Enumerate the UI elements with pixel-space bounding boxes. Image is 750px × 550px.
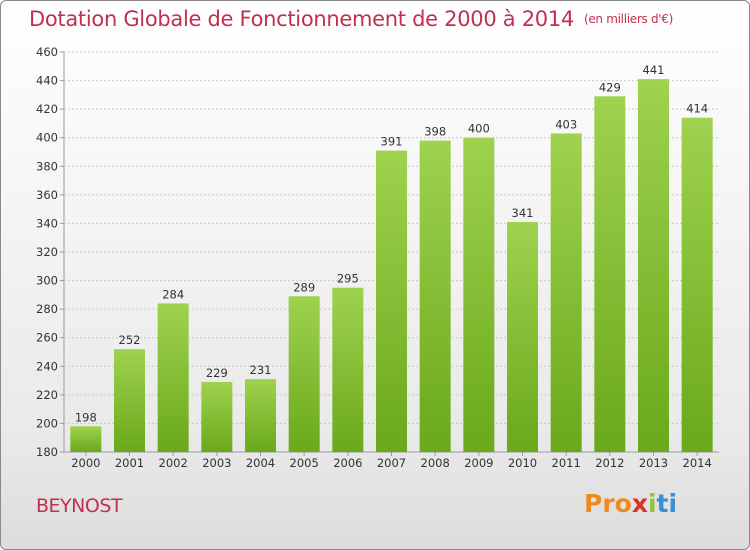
bar-value-label: 441 — [643, 63, 665, 77]
chart-title: Dotation Globale de Fonctionnement de 20… — [29, 7, 673, 31]
bar-value-label: 284 — [162, 287, 184, 301]
x-tick-label: 2012 — [595, 456, 624, 470]
bar[interactable] — [507, 222, 538, 452]
x-tick-label: 2013 — [639, 456, 668, 470]
y-tick-label: 440 — [36, 74, 58, 88]
y-tick-label: 360 — [36, 188, 58, 202]
y-tick-label: 200 — [36, 416, 58, 430]
x-tick-label: 2004 — [246, 456, 275, 470]
bar[interactable] — [419, 140, 451, 453]
bar-value-label: 391 — [381, 135, 403, 149]
bar-value-label: 229 — [206, 366, 228, 380]
y-tick-label: 460 — [36, 45, 58, 59]
y-tick-label: 180 — [36, 445, 58, 459]
bar[interactable] — [463, 137, 495, 452]
y-tick-label: 260 — [36, 331, 58, 345]
x-tick-label: 2011 — [552, 456, 581, 470]
bar[interactable] — [157, 303, 189, 452]
x-tick-label: 2003 — [202, 456, 231, 470]
bar-value-label: 400 — [468, 122, 490, 136]
x-tick-label: 2002 — [159, 456, 188, 470]
x-tick-label: 2005 — [290, 456, 319, 470]
x-tick-label: 2010 — [508, 456, 537, 470]
bar[interactable] — [70, 426, 102, 452]
x-tick-label: 2007 — [377, 456, 406, 470]
bar-value-label: 429 — [599, 80, 621, 94]
chart-title-text: Dotation Globale de Fonctionnement de 20… — [29, 7, 574, 31]
bar-value-label: 295 — [337, 272, 359, 286]
logo-part-2: x — [631, 489, 648, 518]
logo-part-4: ti — [656, 489, 678, 518]
bar-value-label: 341 — [512, 206, 534, 220]
x-tick-label: 2000 — [71, 456, 100, 470]
bar[interactable] — [376, 150, 407, 453]
bar[interactable] — [594, 96, 626, 453]
bar-value-label: 398 — [424, 125, 446, 139]
x-tick-label: 2008 — [421, 456, 450, 470]
y-tick-label: 280 — [36, 302, 58, 316]
bar[interactable] — [288, 296, 320, 452]
logo-part-1: Pro — [584, 489, 632, 518]
bar-value-label: 414 — [686, 102, 708, 116]
y-tick-label: 380 — [36, 159, 58, 173]
y-tick-label: 340 — [36, 216, 58, 230]
proxiti-logo[interactable]: Proxiti — [584, 489, 677, 518]
x-tick-label: 2009 — [464, 456, 493, 470]
bar[interactable] — [681, 117, 713, 452]
x-tick-label: 2006 — [333, 456, 362, 470]
bar[interactable] — [114, 349, 145, 452]
bar-value-label: 198 — [75, 410, 97, 424]
y-tick-label: 300 — [36, 274, 58, 288]
bar-value-label: 231 — [250, 363, 272, 377]
bar-value-label: 289 — [293, 280, 315, 294]
commune-name: BEYNOST — [36, 495, 122, 517]
y-tick-label: 320 — [36, 245, 58, 259]
x-tick-label: 2001 — [115, 456, 144, 470]
x-tick-label: 2014 — [683, 456, 712, 470]
bar[interactable] — [245, 379, 276, 452]
chart-unit: (en milliers d'€) — [583, 12, 673, 26]
bar[interactable] — [638, 79, 669, 453]
bar[interactable] — [201, 382, 233, 452]
y-tick-label: 400 — [36, 131, 58, 145]
logo-part-3: i — [647, 489, 657, 518]
y-tick-label: 420 — [36, 102, 58, 116]
bar-value-label: 403 — [555, 117, 577, 131]
bar-value-label: 252 — [119, 333, 141, 347]
bar[interactable] — [332, 287, 364, 452]
y-tick-label: 220 — [36, 388, 58, 402]
y-tick-label: 240 — [36, 359, 58, 373]
bar[interactable] — [550, 133, 582, 452]
